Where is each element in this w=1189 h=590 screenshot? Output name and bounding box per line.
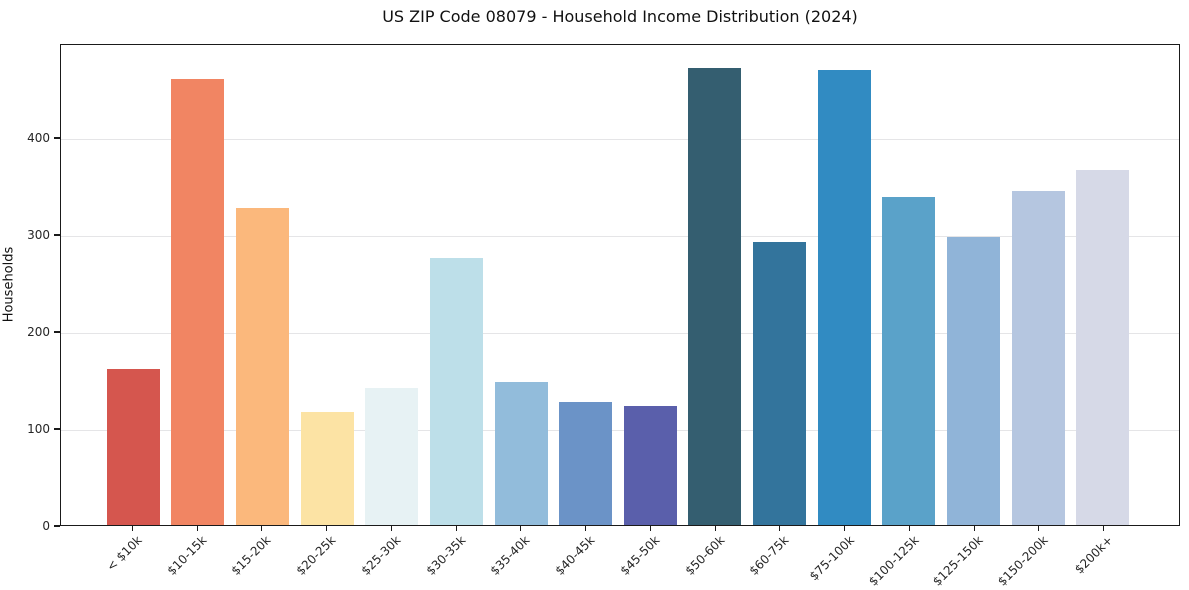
- bar-50-60k: [688, 68, 742, 525]
- y-tick-label-400: 400: [27, 131, 50, 146]
- gridline-y-100: [61, 430, 1179, 432]
- bar-slot: [101, 45, 166, 525]
- y-tick-label-100: 100: [27, 422, 50, 437]
- x-tick-label: $60-75k: [746, 533, 792, 578]
- y-tick-mark-300: [54, 234, 60, 236]
- bar-150-200k: [1011, 190, 1065, 525]
- y-tick-mark-200: [54, 331, 60, 333]
- x-tick-label: $15-20k: [228, 533, 274, 578]
- bar-slot: [360, 45, 425, 525]
- x-tick-label: $20-25k: [293, 533, 339, 578]
- y-tick-mark-100: [54, 428, 60, 430]
- x-tick-mark: [326, 526, 328, 531]
- x-tick-label: < $10k: [103, 533, 145, 574]
- bar-slot: [295, 45, 360, 525]
- bar-10-15k: [171, 78, 225, 525]
- bar-10k: [106, 368, 160, 525]
- bar-20-25k: [300, 412, 354, 525]
- bar-slot: [747, 45, 812, 525]
- bar-100-125k: [882, 196, 936, 525]
- chart-title: US ZIP Code 08079 - Household Income Dis…: [382, 7, 858, 26]
- bar-slot: [489, 45, 554, 525]
- y-tick-mark-400: [54, 137, 60, 139]
- bar-60-75k: [753, 242, 807, 525]
- bar-slot: [553, 45, 618, 525]
- x-tick-label: $75-100k: [806, 533, 857, 584]
- bar-slot: [941, 45, 1006, 525]
- bar-75-100k: [817, 70, 871, 525]
- gridline-y-200: [61, 333, 1179, 335]
- bar-200k: [1076, 169, 1130, 525]
- bar-30-35k: [429, 258, 483, 525]
- y-tick-label-200: 200: [27, 325, 50, 340]
- plot-area: [60, 44, 1180, 526]
- bar-125-150k: [946, 237, 1000, 525]
- x-tick-label: $45-50k: [617, 533, 663, 578]
- bars-layer: [61, 45, 1179, 525]
- x-tick-mark: [714, 526, 716, 531]
- x-tick-mark: [455, 526, 457, 531]
- gridline-y-400: [61, 139, 1179, 141]
- x-tick-label: $50-60k: [682, 533, 728, 578]
- bar-45-50k: [623, 406, 677, 525]
- gridline-y-300: [61, 236, 1179, 238]
- x-tick-label: $25-30k: [358, 533, 404, 578]
- y-axis-label: Households: [1, 246, 17, 323]
- x-tick-label: $100-125k: [865, 533, 922, 589]
- x-tick-mark: [1103, 526, 1105, 531]
- bar-25-30k: [365, 387, 419, 525]
- bar-slot: [424, 45, 489, 525]
- x-tick-label: $150-200k: [995, 533, 1051, 589]
- x-tick-mark: [649, 526, 651, 531]
- x-tick-label: $30-35k: [423, 533, 469, 578]
- bar-slot: [1006, 45, 1071, 525]
- bar-40-45k: [559, 402, 613, 525]
- x-tick-mark: [390, 526, 392, 531]
- x-tick-mark: [844, 526, 846, 531]
- y-tick-label-0: 0: [42, 519, 50, 533]
- x-tick-mark: [908, 526, 910, 531]
- bar-slot: [1070, 45, 1135, 525]
- bar-slot: [877, 45, 942, 525]
- x-tick-mark: [585, 526, 587, 531]
- bar-slot: [618, 45, 683, 525]
- bar-slot: [166, 45, 231, 525]
- y-tick-label-300: 300: [27, 228, 50, 243]
- x-tick-mark: [131, 526, 133, 531]
- x-tick-label: $10-15k: [164, 533, 210, 578]
- bar-35-40k: [494, 382, 548, 525]
- x-tick-mark: [520, 526, 522, 531]
- x-tick-mark: [261, 526, 263, 531]
- y-tick-mark-0: [54, 525, 60, 527]
- x-tick-label: $200k+: [1072, 533, 1116, 577]
- bar-slot: [230, 45, 295, 525]
- x-tick-mark: [196, 526, 198, 531]
- bar-slot: [683, 45, 748, 525]
- x-tick-mark: [779, 526, 781, 531]
- x-tick-label: $40-45k: [552, 533, 598, 578]
- x-tick-mark: [973, 526, 975, 531]
- x-tick-label: $35-40k: [487, 533, 533, 578]
- x-tick-mark: [1038, 526, 1040, 531]
- bar-15-20k: [236, 208, 290, 525]
- bar-slot: [812, 45, 877, 525]
- x-tick-label: $125-150k: [930, 533, 987, 589]
